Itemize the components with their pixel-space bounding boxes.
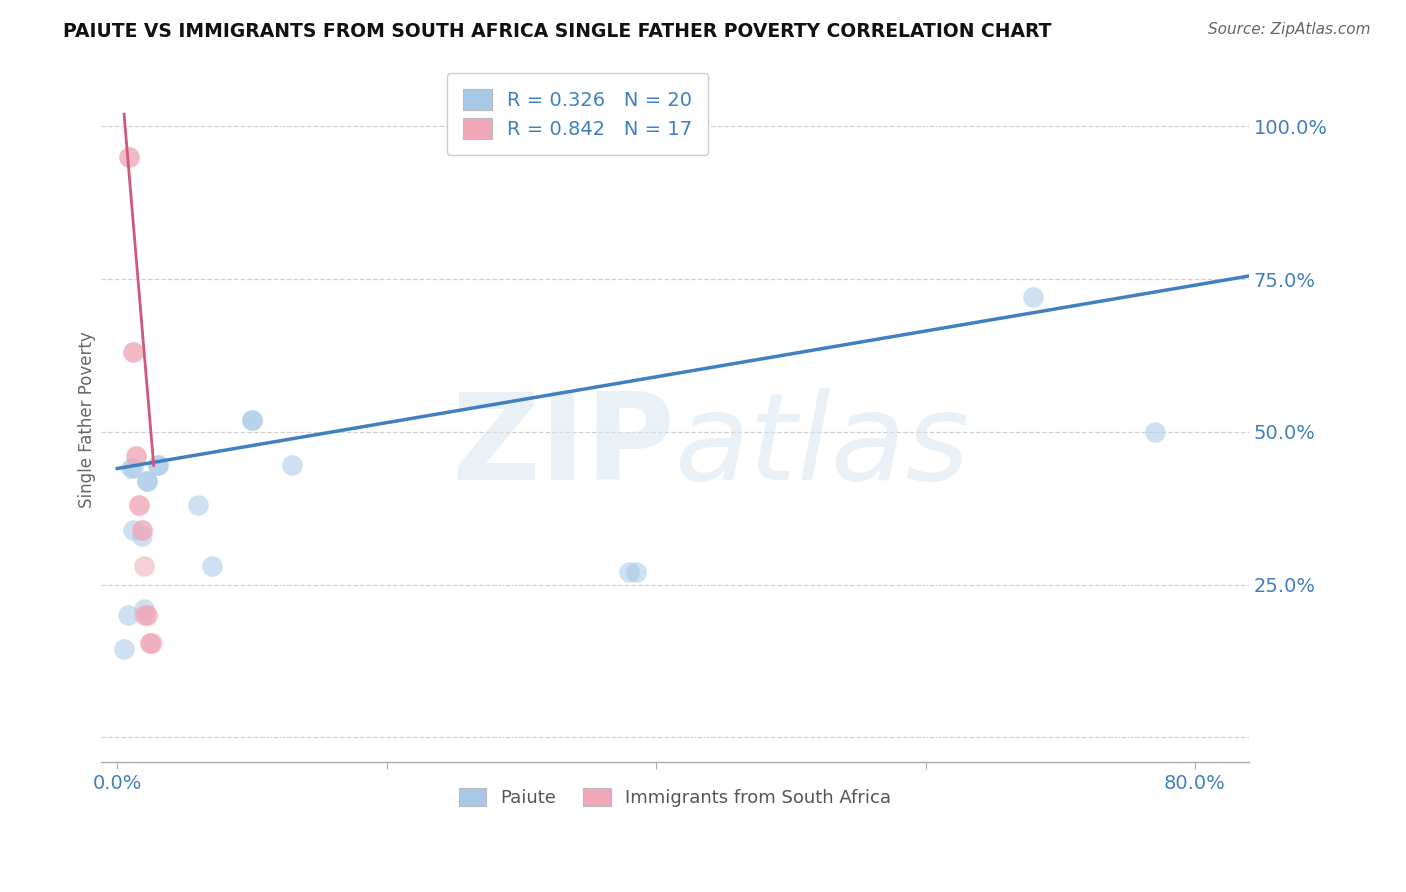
- Point: [122, 523, 145, 537]
- Point: [138, 635, 160, 649]
- Text: Source: ZipAtlas.com: Source: ZipAtlas.com: [1208, 22, 1371, 37]
- Point: [138, 635, 160, 649]
- Point: [146, 458, 169, 473]
- Point: [134, 602, 156, 616]
- Point: [122, 461, 145, 475]
- Point: [122, 345, 145, 359]
- Legend: Paiute, Immigrants from South Africa: Paiute, Immigrants from South Africa: [451, 780, 898, 814]
- Point: [125, 450, 148, 464]
- Point: [240, 412, 263, 426]
- Point: [118, 150, 141, 164]
- Point: [128, 498, 150, 512]
- Point: [128, 498, 150, 512]
- Point: [131, 523, 153, 537]
- Point: [134, 559, 156, 574]
- Point: [117, 608, 139, 623]
- Point: [136, 474, 159, 488]
- Point: [136, 608, 159, 623]
- Text: ZIP: ZIP: [451, 389, 675, 506]
- Point: [125, 450, 148, 464]
- Point: [624, 566, 647, 580]
- Text: PAIUTE VS IMMIGRANTS FROM SOUTH AFRICA SINGLE FATHER POVERTY CORRELATION CHART: PAIUTE VS IMMIGRANTS FROM SOUTH AFRICA S…: [63, 22, 1052, 41]
- Point: [118, 150, 141, 164]
- Point: [141, 635, 163, 649]
- Point: [240, 412, 263, 426]
- Point: [131, 523, 153, 537]
- Point: [201, 559, 224, 574]
- Point: [122, 345, 145, 359]
- Point: [136, 474, 159, 488]
- Point: [120, 461, 142, 475]
- Point: [146, 458, 169, 473]
- Point: [281, 458, 304, 473]
- Point: [134, 608, 156, 623]
- Y-axis label: Single Father Poverty: Single Father Poverty: [79, 331, 96, 508]
- Point: [131, 529, 153, 543]
- Point: [187, 498, 209, 512]
- Point: [1022, 290, 1045, 304]
- Text: atlas: atlas: [675, 389, 970, 506]
- Point: [619, 566, 641, 580]
- Point: [112, 641, 135, 656]
- Point: [1143, 425, 1166, 439]
- Point: [136, 608, 159, 623]
